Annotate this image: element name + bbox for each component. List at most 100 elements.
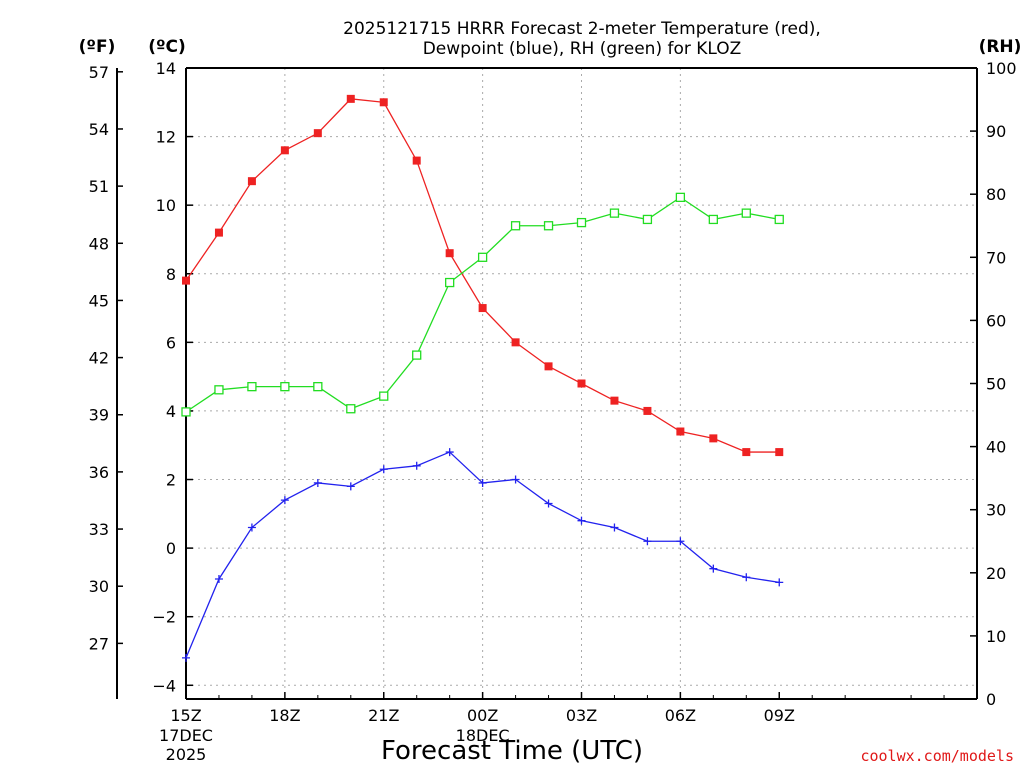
rh-point xyxy=(708,214,718,225)
x-tick-label: 03Z xyxy=(566,706,597,725)
celsius-tick-label: 10 xyxy=(156,196,176,215)
temperature-point xyxy=(313,129,322,138)
rh-point xyxy=(741,208,751,218)
rh-point xyxy=(280,382,290,392)
celsius-unit-label: (ºC) xyxy=(148,37,186,57)
rh-tick-label: 100 xyxy=(986,59,1017,78)
rh-tick-label: 20 xyxy=(986,564,1006,583)
rh-point xyxy=(543,221,554,231)
x-tick-label: 09Z xyxy=(764,706,795,725)
rh-point xyxy=(247,382,257,392)
temperature-point xyxy=(544,362,553,371)
rh-point xyxy=(346,404,356,414)
dewpoint-point xyxy=(577,516,586,525)
fahrenheit-tick-label: 27 xyxy=(89,634,109,653)
x-tick-label: 15Z xyxy=(170,706,201,725)
temperature-point xyxy=(643,406,652,415)
dewpoint-point xyxy=(346,482,355,491)
temperature-point xyxy=(676,427,685,436)
rh-tick-label: 70 xyxy=(986,248,1006,267)
rh-tick-label: 90 xyxy=(986,122,1006,141)
fahrenheit-tick-label: 48 xyxy=(89,234,109,253)
temperature-point xyxy=(182,276,190,285)
temperature-point xyxy=(412,156,421,165)
temperature-point xyxy=(280,146,289,155)
celsius-tick-label: 0 xyxy=(166,539,176,558)
celsius-tick-label: 12 xyxy=(156,128,176,147)
fahrenheit-tick-label: 33 xyxy=(89,520,109,539)
rh-point xyxy=(609,208,620,218)
celsius-tick-label: −4 xyxy=(152,676,176,695)
temperature-point xyxy=(610,396,619,405)
fahrenheit-tick-label: 39 xyxy=(89,406,109,425)
temperature-point xyxy=(346,94,355,103)
dewpoint-point xyxy=(544,499,553,508)
tick-labels: 14121086420−2−45754514845423936333027100… xyxy=(89,59,1017,764)
rh-tick-label: 10 xyxy=(986,627,1006,646)
x-axis-label: Forecast Time (UTC) xyxy=(381,736,643,766)
x-tick-label: 06Z xyxy=(665,706,696,725)
temperature-point xyxy=(247,177,256,186)
rh-point xyxy=(774,214,784,225)
rh-tick-label: 30 xyxy=(986,501,1006,520)
dewpoint-point xyxy=(214,574,223,583)
rh-point xyxy=(412,350,422,360)
data-series xyxy=(181,94,784,662)
dewpoint-point xyxy=(280,496,289,505)
rh-point xyxy=(675,192,686,203)
x-tick-label: 21Z xyxy=(368,706,399,725)
temperature-point xyxy=(577,379,586,388)
temperature-point xyxy=(478,304,487,313)
rh-point xyxy=(214,385,224,395)
celsius-tick-label: 14 xyxy=(156,59,176,78)
rh-unit-label: (RH) xyxy=(979,37,1022,57)
dewpoint-point xyxy=(775,578,784,587)
rh-tick-label: 60 xyxy=(986,311,1006,330)
temperature-point xyxy=(214,228,223,237)
fahrenheit-unit-label: (ºF) xyxy=(79,37,116,57)
fahrenheit-tick-label: 45 xyxy=(89,291,109,310)
temperature-point xyxy=(379,98,388,107)
x-tick-label: 18Z xyxy=(269,706,300,725)
rh-tick-label: 80 xyxy=(986,185,1006,204)
dewpoint-point xyxy=(643,537,652,546)
celsius-tick-label: 4 xyxy=(166,402,176,421)
temperature-point xyxy=(775,448,784,457)
rh-tick-label: 0 xyxy=(986,690,996,709)
temperature-point xyxy=(445,249,454,258)
temperature-point xyxy=(742,448,751,457)
dewpoint-point xyxy=(379,465,388,474)
dewpoint-point xyxy=(742,573,751,582)
celsius-tick-label: 8 xyxy=(166,265,176,284)
rh-tick-label: 40 xyxy=(986,438,1006,457)
x-tick-date-label: 17DEC xyxy=(159,726,213,745)
rh-point xyxy=(477,252,488,262)
rh-point xyxy=(510,221,521,231)
fahrenheit-tick-label: 51 xyxy=(89,177,109,196)
rh-point xyxy=(379,391,389,401)
chart-title-line-1: 2025121715 HRRR Forecast 2-meter Tempera… xyxy=(343,19,821,39)
fahrenheit-tick-label: 30 xyxy=(89,577,109,596)
dewpoint-point xyxy=(511,475,520,484)
celsius-tick-label: 2 xyxy=(166,471,176,490)
dewpoint-point xyxy=(445,448,454,457)
temperature-point xyxy=(709,434,718,443)
rh-tick-label: 50 xyxy=(986,375,1006,394)
rh-point xyxy=(642,214,653,225)
x-tick-date-label: 18DEC xyxy=(456,726,510,745)
axes xyxy=(116,67,978,700)
dewpoint-point xyxy=(676,537,685,546)
celsius-tick-label: 6 xyxy=(166,333,176,352)
celsius-tick-label: −2 xyxy=(152,608,176,627)
credit-label: coolwx.com/models xyxy=(860,747,1014,765)
dewpoint-point xyxy=(412,461,421,470)
dewpoint-point xyxy=(478,478,487,487)
fahrenheit-tick-label: 36 xyxy=(89,463,109,482)
rh-point xyxy=(313,382,323,392)
dewpoint-point xyxy=(247,523,256,532)
dewpoint-point xyxy=(610,523,619,532)
dewpoint-point xyxy=(182,653,190,662)
rh-point xyxy=(576,217,587,228)
rh-point xyxy=(181,407,191,417)
